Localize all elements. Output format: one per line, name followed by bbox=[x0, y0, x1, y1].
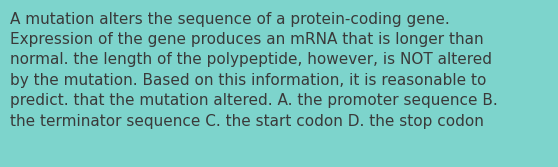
Text: A mutation alters the sequence of a protein-coding gene.
Expression of the gene : A mutation alters the sequence of a prot… bbox=[10, 12, 498, 129]
